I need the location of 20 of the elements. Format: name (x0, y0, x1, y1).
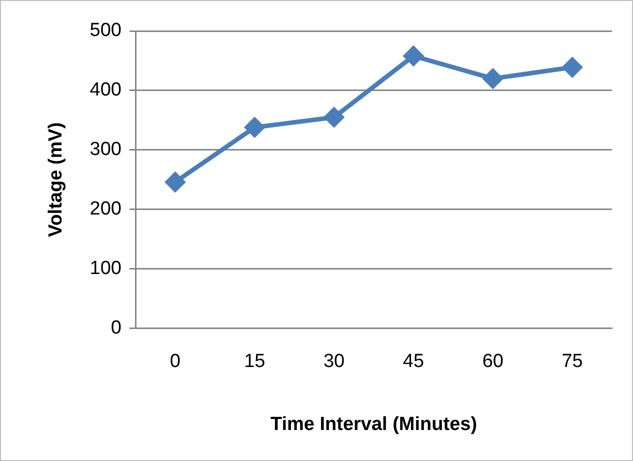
x-tick-label: 0 (170, 351, 180, 372)
point (404, 46, 424, 66)
y-tick-label: 100 (90, 258, 122, 280)
y-tick-label: 400 (90, 80, 122, 101)
y-tick-label: 0 (110, 318, 122, 339)
x-tick-label: 15 (244, 351, 266, 372)
point (165, 172, 185, 192)
point (244, 118, 264, 138)
y-tick-label: 500 (90, 20, 122, 42)
x-tick-label: 75 (562, 351, 583, 372)
x-tick-label: 45 (402, 351, 424, 372)
x-tick-label: 30 (323, 351, 345, 372)
y-tick-label: 200 (90, 198, 122, 220)
x-tick-label: 60 (482, 351, 504, 372)
y-tick-label: 300 (90, 139, 122, 160)
point (562, 58, 582, 78)
point (324, 107, 344, 127)
x-axis-title: Time Interval (Minutes) (270, 414, 478, 435)
point (483, 68, 503, 88)
y-axis-title: Voltage (mV) (46, 122, 67, 238)
